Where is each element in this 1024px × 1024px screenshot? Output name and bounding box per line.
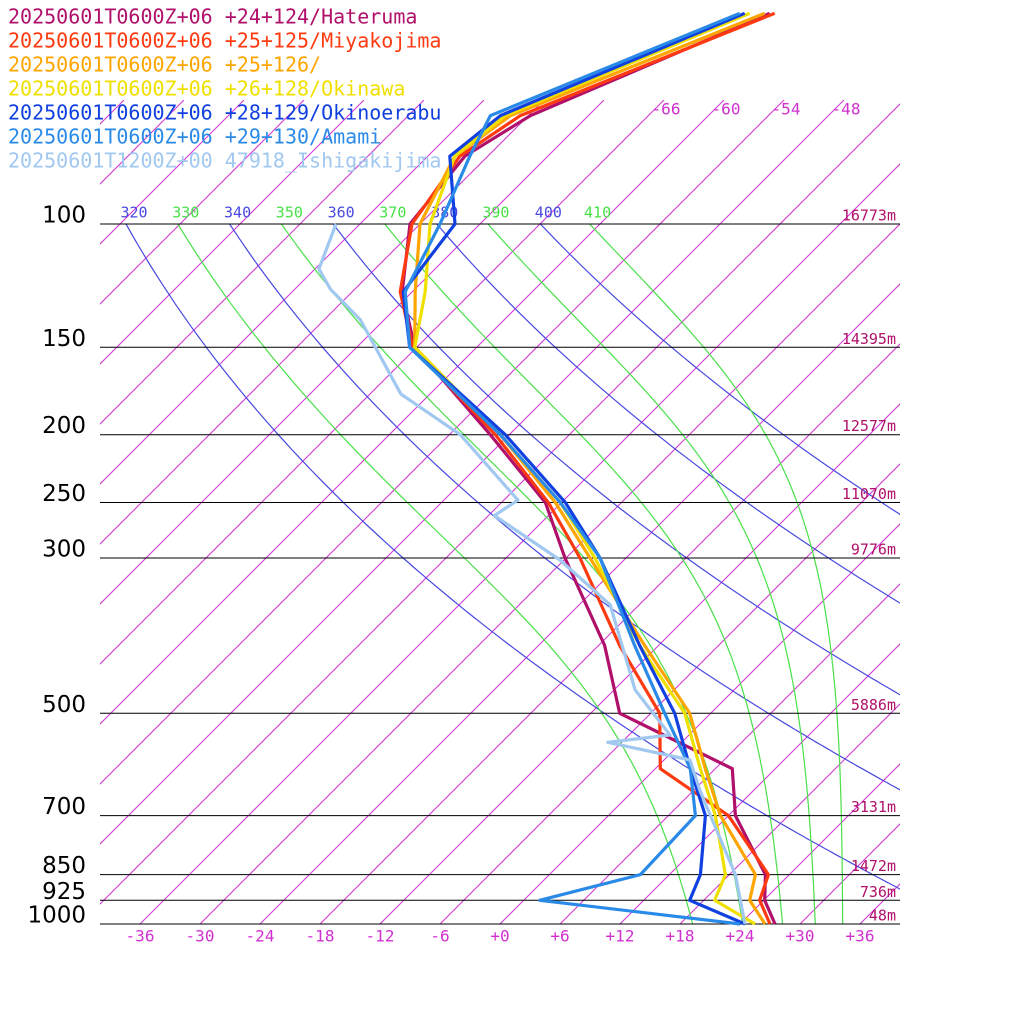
- isotherm: [619, 643, 900, 924]
- x-tick-label: -30: [186, 927, 215, 946]
- height-label: 11070m: [842, 485, 896, 503]
- x-tick-label: -24: [246, 927, 275, 946]
- legend-entry: 20250601T0600Z+06 +28+129/Okinoerabu: [8, 101, 441, 125]
- moist-adiabat-label: 370: [379, 204, 406, 222]
- pressure-label: 300: [42, 536, 86, 562]
- height-label: 12577m: [842, 417, 896, 435]
- isotherm: [199, 223, 900, 924]
- isotherm: [679, 703, 900, 924]
- moist-adiabat: [177, 224, 694, 924]
- pressure-label: 1000: [27, 903, 86, 929]
- legend-entry: 20250601T0600Z+06 +24+124/Hateruma: [8, 5, 417, 29]
- dry-adiabat-label: 320: [120, 204, 147, 222]
- isotherm: [259, 283, 900, 924]
- pressure-label: 100: [42, 203, 86, 229]
- legend-entry: 20250601T0600Z+06 +25+126/: [8, 53, 321, 77]
- top-isotherm-label: -54: [772, 100, 801, 119]
- moist-adiabat-label: 330: [172, 204, 199, 222]
- top-isotherm-label: -60: [712, 100, 741, 119]
- isotherm: [439, 463, 900, 924]
- legend-entry: 20250601T1200Z+00 47918_Ishigakijima: [8, 149, 441, 173]
- height-label: 14395m: [842, 330, 896, 348]
- x-tick-label: +24: [726, 927, 755, 946]
- x-tick-label: +18: [666, 927, 695, 946]
- x-tick-label: +30: [786, 927, 815, 946]
- isotherm: [100, 100, 485, 485]
- x-tick-label: +6: [550, 927, 569, 946]
- height-label: 48m: [869, 907, 896, 925]
- legend-entry: 20250601T0600Z+06 +25+125/Miyakojima: [8, 29, 441, 53]
- dry-adiabat: [228, 224, 900, 791]
- isotherm: [379, 403, 900, 924]
- moist-adiabat-label: 410: [584, 204, 611, 222]
- legend-entry: 20250601T0600Z+06 +26+128/Okinawa: [8, 77, 405, 101]
- moist-adiabat-label: 350: [276, 204, 303, 222]
- x-tick-label: +36: [846, 927, 875, 946]
- height-label: 3131m: [851, 798, 896, 816]
- dry-adiabat: [436, 224, 900, 604]
- pressure-label: 500: [42, 692, 86, 718]
- x-tick-label: -36: [126, 927, 155, 946]
- plot: -36 -30 -24 -18 -12 -6 +0 +6 +12 +18 +24 +30 +36 -66 -…: [8, 5, 900, 946]
- moist-adiabat: [487, 224, 816, 924]
- pressure-label: 200: [42, 413, 86, 439]
- x-tick-label: -6: [430, 927, 449, 946]
- moist-adiabat: [280, 224, 744, 924]
- legend-entry: 20250601T0600Z+06 +29+130/Amami: [8, 125, 381, 149]
- isotherm: [100, 100, 845, 845]
- top-isotherm-label: -48: [832, 100, 861, 119]
- pressure-label: 925: [42, 879, 86, 905]
- height-label: 736m: [860, 883, 896, 901]
- isotherm: [100, 100, 725, 725]
- isotherm: [319, 343, 900, 924]
- pressure-label: 250: [42, 481, 86, 507]
- dry-adiabat-label: 340: [224, 204, 251, 222]
- isotherm: [499, 523, 900, 924]
- isotherm: [100, 100, 605, 605]
- isotherm: [739, 763, 900, 924]
- isotherm: [100, 100, 305, 305]
- isotherm: [100, 103, 900, 905]
- sounding-line: [401, 11, 746, 926]
- sounding-line: [403, 11, 741, 926]
- sounding-line: [413, 11, 767, 925]
- x-tick-label: -12: [366, 927, 395, 946]
- x-tick-label: +0: [490, 927, 509, 946]
- x-tick-label: -18: [306, 927, 335, 946]
- pressure-label: 150: [42, 326, 86, 352]
- isotherm: [100, 100, 545, 545]
- dry-adiabat-label: 360: [328, 204, 355, 222]
- pressure-label: 700: [42, 794, 86, 820]
- top-isotherm-label: -66: [652, 100, 681, 119]
- isotherm: [100, 100, 245, 245]
- moist-adiabat: [588, 224, 844, 924]
- isotherm: [100, 100, 425, 425]
- dry-adiabat: [332, 224, 900, 696]
- moist-adiabat: [384, 224, 784, 924]
- height-label: 16773m: [842, 207, 896, 225]
- isotherm: [100, 100, 785, 785]
- sounding-line: [317, 223, 747, 925]
- dry-adiabat: [539, 224, 900, 516]
- sounding-line: [413, 11, 756, 926]
- dry-adiabat-label: 400: [535, 204, 562, 222]
- x-tick-label: +12: [606, 927, 635, 946]
- moist-adiabat-label: 390: [482, 204, 509, 222]
- height-label: 1472m: [851, 857, 896, 875]
- isotherm: [100, 100, 365, 365]
- height-label: 5886m: [851, 696, 896, 714]
- pressure-label: 850: [42, 853, 86, 879]
- height-label: 9776m: [851, 540, 896, 558]
- isotherm: [100, 100, 665, 665]
